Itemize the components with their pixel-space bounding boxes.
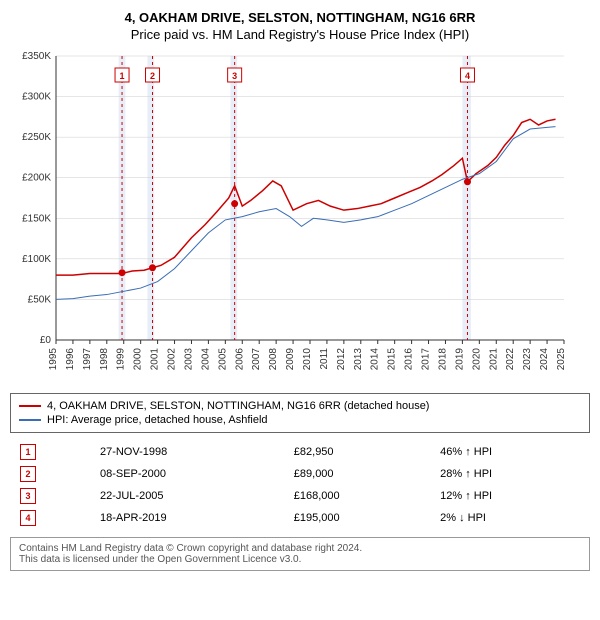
svg-text:£250K: £250K — [22, 132, 51, 143]
svg-text:2001: 2001 — [150, 348, 161, 371]
svg-text:2018: 2018 — [437, 348, 448, 371]
page-title: 4, OAKHAM DRIVE, SELSTON, NOTTINGHAM, NG… — [10, 10, 590, 25]
svg-text:2003: 2003 — [183, 348, 194, 371]
svg-text:1: 1 — [120, 71, 125, 81]
svg-text:2008: 2008 — [268, 348, 279, 371]
sale-marker: 2 — [20, 466, 36, 482]
table-row: 1 27-NOV-1998£82,95046% ↑ HPI — [10, 441, 590, 463]
svg-text:2021: 2021 — [488, 348, 499, 371]
price-chart: £0 £50K £100K £150K £200K £250K £300K £350K 1995… — [10, 50, 590, 385]
sale-price: £195,000 — [284, 507, 430, 529]
svg-text:2012: 2012 — [336, 348, 347, 371]
svg-text:2002: 2002 — [167, 348, 178, 371]
svg-text:1995: 1995 — [48, 348, 59, 371]
svg-text:2015: 2015 — [387, 348, 398, 371]
svg-text:£50K: £50K — [28, 294, 52, 305]
legend-swatch — [19, 419, 41, 421]
legend-swatch — [19, 405, 41, 407]
sale-date: 08-SEP-2000 — [90, 463, 284, 485]
legend: 4, OAKHAM DRIVE, SELSTON, NOTTINGHAM, NG… — [10, 393, 590, 433]
svg-text:£300K: £300K — [22, 92, 51, 103]
svg-text:2024: 2024 — [539, 348, 550, 371]
footer-line-1: Contains HM Land Registry data © Crown c… — [19, 543, 581, 554]
svg-text:2009: 2009 — [285, 348, 296, 371]
sale-marker: 3 — [20, 488, 36, 504]
svg-text:£200K: £200K — [22, 173, 51, 184]
sales-table: 1 27-NOV-1998£82,95046% ↑ HPI 2 08-SEP-2000… — [10, 441, 590, 529]
sale-date: 27-NOV-1998 — [90, 441, 284, 463]
sale-delta: 46% ↑ HPI — [430, 441, 590, 463]
table-row: 4 18-APR-2019£195,0002% ↓ HPI — [10, 507, 590, 529]
table-row: 3 22-JUL-2005£168,00012% ↑ HPI — [10, 485, 590, 507]
svg-text:2004: 2004 — [200, 348, 211, 371]
sale-marker: 1 — [20, 444, 36, 460]
svg-text:4: 4 — [465, 71, 470, 81]
svg-text:2005: 2005 — [217, 348, 228, 371]
svg-text:2013: 2013 — [353, 348, 364, 371]
chart-svg: £0 £50K £100K £150K £200K £250K £300K £350K 1995… — [10, 50, 570, 380]
footer-attribution: Contains HM Land Registry data © Crown c… — [10, 537, 590, 571]
svg-text:£0: £0 — [40, 335, 52, 346]
svg-text:1998: 1998 — [99, 348, 110, 371]
sale-marker: 4 — [20, 510, 36, 526]
legend-row: HPI: Average price, detached house, Ashf… — [19, 413, 581, 427]
legend-row: 4, OAKHAM DRIVE, SELSTON, NOTTINGHAM, NG… — [19, 399, 581, 413]
sale-price: £82,950 — [284, 441, 430, 463]
sale-delta: 12% ↑ HPI — [430, 485, 590, 507]
legend-label: HPI: Average price, detached house, Ashf… — [47, 414, 268, 426]
table-row: 2 08-SEP-2000£89,00028% ↑ HPI — [10, 463, 590, 485]
sale-price: £168,000 — [284, 485, 430, 507]
svg-text:2020: 2020 — [471, 348, 482, 371]
sale-delta: 28% ↑ HPI — [430, 463, 590, 485]
sale-date: 22-JUL-2005 — [90, 485, 284, 507]
svg-text:2010: 2010 — [302, 348, 313, 371]
svg-text:2014: 2014 — [370, 348, 381, 371]
svg-text:2017: 2017 — [421, 348, 432, 371]
svg-text:2006: 2006 — [234, 348, 245, 371]
legend-label: 4, OAKHAM DRIVE, SELSTON, NOTTINGHAM, NG… — [47, 400, 429, 412]
svg-text:£350K: £350K — [22, 51, 51, 62]
svg-text:£150K: £150K — [22, 213, 51, 224]
svg-text:3: 3 — [232, 71, 237, 81]
svg-text:£100K: £100K — [22, 254, 51, 265]
sale-date: 18-APR-2019 — [90, 507, 284, 529]
svg-text:2025: 2025 — [556, 348, 567, 371]
svg-text:2019: 2019 — [454, 348, 465, 371]
svg-text:1997: 1997 — [82, 348, 93, 371]
sale-price: £89,000 — [284, 463, 430, 485]
page-subtitle: Price paid vs. HM Land Registry's House … — [10, 27, 590, 42]
svg-text:1996: 1996 — [65, 348, 76, 371]
svg-text:2022: 2022 — [505, 348, 516, 371]
svg-text:2000: 2000 — [133, 348, 144, 371]
svg-text:2007: 2007 — [251, 348, 262, 371]
footer-line-2: This data is licensed under the Open Gov… — [19, 554, 581, 565]
svg-text:2023: 2023 — [522, 348, 533, 371]
svg-text:2016: 2016 — [404, 348, 415, 371]
svg-text:1999: 1999 — [116, 348, 127, 371]
svg-text:2: 2 — [150, 71, 155, 81]
svg-text:2011: 2011 — [319, 348, 330, 370]
sale-delta: 2% ↓ HPI — [430, 507, 590, 529]
